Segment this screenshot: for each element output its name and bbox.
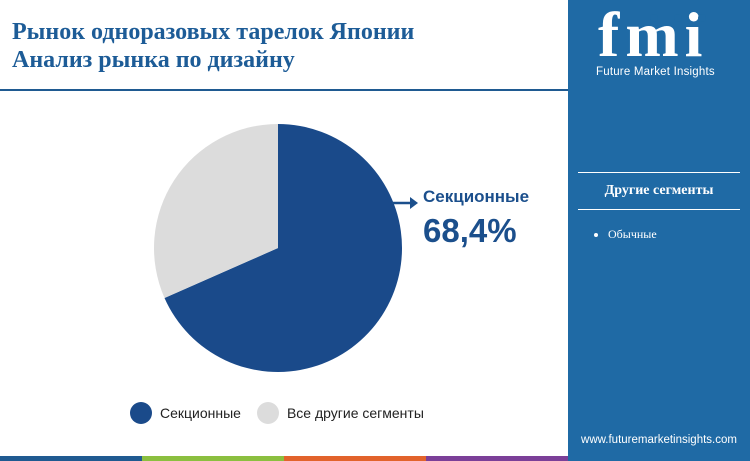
logo-globe-dot-icon (650, 14, 658, 22)
sidebar-rule-bottom (578, 209, 740, 210)
callout-value: 68,4% (423, 212, 517, 249)
brand-name: Future Market Insights (596, 66, 715, 78)
title-line-1: Рынок одноразовых тарелок Японии (12, 19, 415, 45)
legend-swatch (256, 402, 279, 424)
pie-slice-1 (154, 124, 278, 298)
bar-segment (0, 456, 142, 461)
legend-item-sectional: Секционные (130, 402, 241, 424)
legend-label: Все другие сегменты (286, 405, 424, 421)
bar-segment (142, 456, 284, 461)
sidebar-item-label: Обычные (608, 227, 657, 241)
callout-arrow-icon (392, 197, 418, 209)
logo-letters: fmi (598, 4, 708, 66)
callout-label: Секционные (423, 187, 530, 206)
title-divider (0, 89, 568, 91)
page-title: Рынок одноразовых тарелок Японии Анализ … (12, 18, 562, 74)
bullet-icon (594, 233, 598, 238)
logo-globe-dot-icon (698, 14, 706, 22)
other-segments-heading: Другие сегменты (604, 183, 714, 198)
pie-slices (154, 124, 402, 372)
pie-chart (154, 124, 418, 372)
sidebar-item: Обычные (594, 227, 657, 242)
title-line-2: Анализ рынка по дизайну (12, 47, 295, 73)
legend-label: Секционные (160, 405, 241, 421)
bar-segment (284, 456, 426, 461)
pie-slice-0 (164, 124, 402, 372)
logo-globe-dot-icon (674, 14, 682, 22)
sidebar-panel (568, 0, 750, 461)
bottom-color-bar (0, 456, 568, 461)
fmi-logo-icon: fmi (598, 4, 708, 66)
website-url: www.futuremarketinsights.com (581, 434, 737, 446)
bar-segment (426, 456, 568, 461)
chart-legend: Секционные Все другие сегменты (130, 402, 440, 424)
sidebar-rule-top (578, 172, 740, 173)
legend-swatch (130, 402, 152, 424)
legend-item-others: Все другие сегменты (256, 402, 424, 424)
